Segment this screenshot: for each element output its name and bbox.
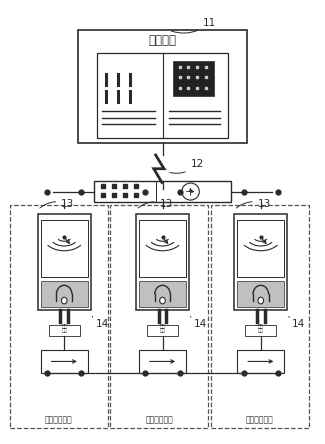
Bar [245,325,276,336]
Bar [10,205,108,428]
Bar [211,205,309,428]
Bar [139,281,186,307]
Bar [41,281,88,307]
Text: 电能: 电能 [160,324,165,329]
Bar [94,181,231,202]
Bar [78,30,247,143]
Text: 电能: 电能 [258,324,264,329]
Text: 12: 12 [170,159,204,173]
Bar [234,214,287,310]
Text: 13: 13 [138,199,173,209]
Ellipse shape [61,297,67,304]
Text: 14: 14 [289,317,305,329]
Bar [38,214,91,310]
Bar [97,53,228,138]
Text: 14: 14 [92,317,109,329]
Bar [136,214,189,310]
Text: 用户用电系统: 用户用电系统 [145,416,173,424]
Ellipse shape [160,297,165,304]
Text: 电能: 电能 [258,328,264,333]
Text: 用户用电系统: 用户用电系统 [45,416,72,424]
Bar [139,221,186,277]
Text: 用户用电系统: 用户用电系统 [246,416,274,424]
Ellipse shape [258,297,264,304]
Bar [41,350,88,373]
Text: 11: 11 [171,18,216,33]
Text: 电能: 电能 [160,328,165,333]
Bar [110,205,208,428]
Bar [139,350,186,373]
Bar [174,61,214,95]
Bar [41,221,88,277]
Text: 电能: 电能 [61,328,67,333]
Bar [147,325,178,336]
Bar [49,325,80,336]
Circle shape [182,183,199,200]
Bar [237,350,284,373]
Text: 采集主站: 采集主站 [149,34,176,48]
Bar [237,221,284,277]
Text: 13: 13 [40,199,74,209]
Text: 电能: 电能 [61,324,67,329]
Text: 14: 14 [190,317,207,329]
Text: 13: 13 [236,199,271,209]
Bar [237,281,284,307]
